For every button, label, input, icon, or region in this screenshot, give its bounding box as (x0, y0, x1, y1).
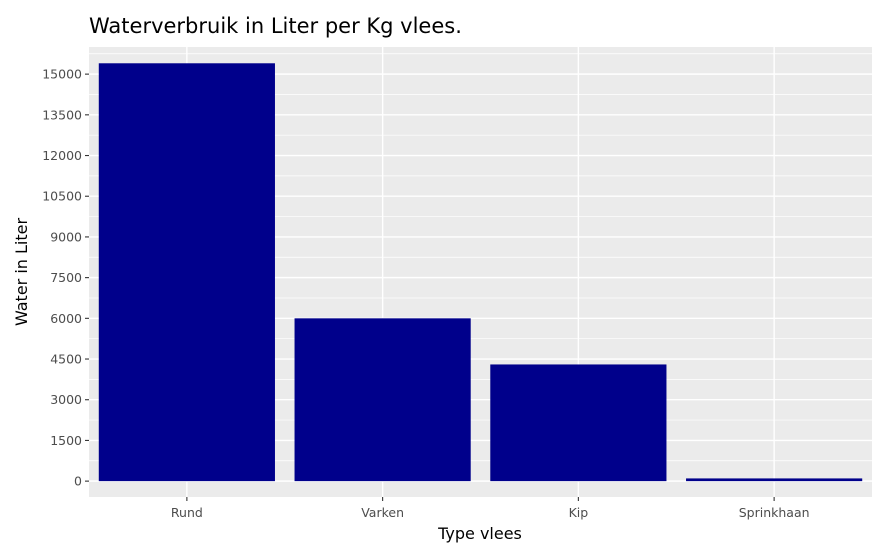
y-axis-title: Water in Liter (12, 218, 31, 327)
y-tick-label: 3000 (50, 392, 82, 407)
x-tick-label: Varken (361, 505, 404, 520)
y-tick-label: 6000 (50, 311, 82, 326)
bar-kip (490, 364, 667, 482)
bar-sprinkhaan (686, 478, 863, 482)
x-axis-title: Type vlees (437, 524, 522, 543)
y-axis: 0 1500 3000 4500 6000 7500 9000 10500 12000 13500… (42, 67, 89, 489)
y-tick-label: 1500 (50, 433, 82, 448)
y-tick-label: 13500 (42, 107, 82, 122)
y-tick-label: 0 (74, 474, 82, 489)
y-tick-label: 9000 (50, 229, 82, 244)
chart-title: Waterverbruik in Liter per Kg vlees. (89, 14, 462, 38)
y-tick-label: 4500 (50, 352, 82, 367)
bar-rund (98, 63, 275, 482)
y-tick-label: 7500 (50, 270, 82, 285)
y-tick-label: 12000 (42, 148, 82, 163)
x-tick-label: Kip (569, 505, 589, 520)
x-tick-label: Sprinkhaan (739, 505, 810, 520)
x-tick-label: Rund (171, 505, 203, 520)
y-tick-label: 15000 (42, 67, 82, 82)
x-axis: Rund Varken Kip Sprinkhaan (171, 497, 810, 520)
bars (98, 63, 863, 482)
y-tick-label: 10500 (42, 189, 82, 204)
bar-varken (294, 318, 471, 482)
